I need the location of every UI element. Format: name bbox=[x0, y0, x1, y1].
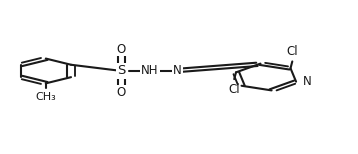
Text: O: O bbox=[117, 86, 126, 99]
Text: N: N bbox=[303, 75, 311, 88]
Text: NH: NH bbox=[141, 65, 159, 77]
Text: N: N bbox=[173, 65, 182, 77]
Text: S: S bbox=[117, 65, 126, 77]
Text: Cl: Cl bbox=[286, 45, 298, 58]
Text: Cl: Cl bbox=[228, 83, 240, 96]
Text: CH₃: CH₃ bbox=[35, 92, 56, 102]
Text: O: O bbox=[117, 43, 126, 56]
